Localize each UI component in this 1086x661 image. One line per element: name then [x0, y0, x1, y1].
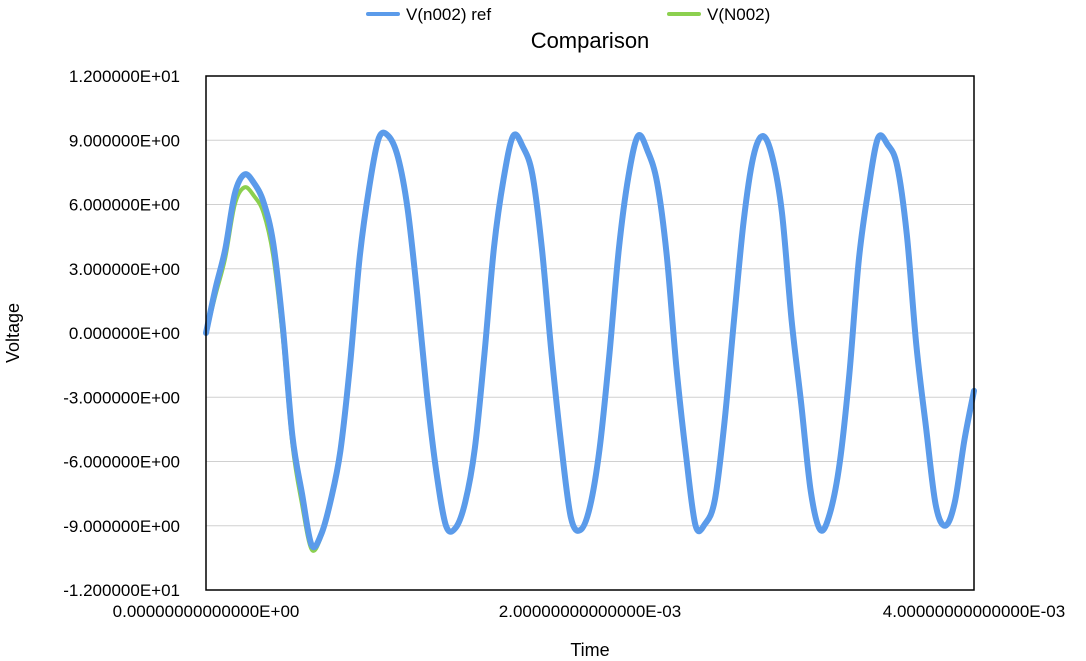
series-line-n002 [204, 130, 976, 553]
x-axis-label: Time [570, 640, 609, 660]
x-tick-label: 0.00000000000000E+00 [113, 602, 300, 621]
y-tick-label: -1.200000E+01 [63, 581, 180, 600]
x-tick-label: 2.00000000000000E-03 [499, 602, 681, 621]
y-axis-label: Voltage [3, 303, 23, 363]
y-tick-label: -6.000000E+00 [63, 453, 180, 472]
x-tick-label: 4.00000000000000E-03 [883, 602, 1065, 621]
legend-label-n002: V(N002) [707, 5, 770, 24]
chart-title: Comparison [531, 28, 650, 53]
legend: V(n002) ref V(N002) [366, 5, 770, 24]
y-tick-label: 1.200000E+01 [69, 67, 180, 86]
y-tick-label: -9.000000E+00 [63, 517, 180, 536]
series-line-ref [203, 129, 977, 551]
series-lines [203, 129, 977, 553]
y-tick-label: 9.000000E+00 [69, 131, 180, 150]
plot-frame [205, 75, 975, 591]
legend-label-ref: V(n002) ref [406, 5, 491, 24]
y-tick-label: 6.000000E+00 [69, 196, 180, 215]
y-tick-label: -3.000000E+00 [63, 388, 180, 407]
y-tick-label: 3.000000E+00 [69, 260, 180, 279]
y-axis-ticks: 1.200000E+01 9.000000E+00 6.000000E+00 3.00… [63, 67, 180, 600]
y-tick-label: 0.000000E+00 [69, 324, 180, 343]
x-axis-ticks: 0.00000000000000E+00 2.00000000000000E-03… [113, 602, 1066, 621]
gridlines [206, 139, 974, 527]
